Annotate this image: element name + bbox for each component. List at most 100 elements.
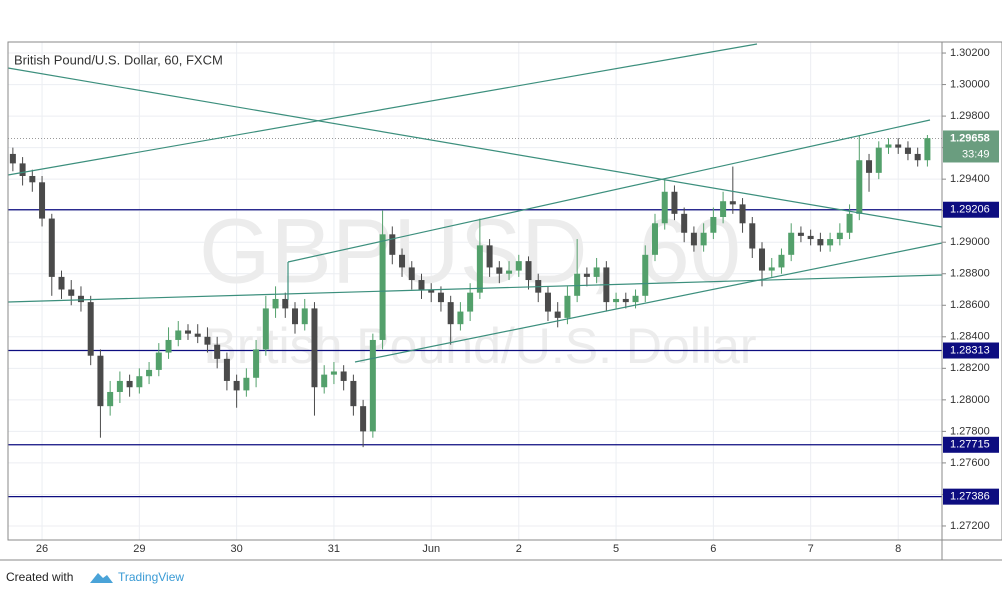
grid	[8, 42, 942, 540]
candle-body	[428, 289, 435, 293]
candle-body	[214, 344, 221, 359]
trend-line	[354, 242, 943, 363]
candle-body	[194, 333, 201, 337]
x-tick-label: 31	[328, 543, 340, 555]
candles	[9, 135, 931, 448]
candle-body	[223, 358, 230, 381]
candle-body	[126, 380, 133, 388]
candle-body	[700, 232, 707, 246]
candle-body	[253, 349, 260, 378]
candle-body	[788, 232, 795, 255]
top-bar	[0, 0, 1002, 42]
brand-logo	[90, 573, 113, 583]
candle-body	[914, 153, 921, 161]
countdown: 33:49	[962, 148, 990, 160]
candle-body	[399, 254, 406, 268]
trend-line	[7, 67, 943, 228]
y-tick-label: 1.29400	[950, 173, 990, 185]
y-tick-label: 1.28200	[950, 362, 990, 374]
axes: 1.272001.274001.276001.278001.280001.282…	[36, 47, 999, 555]
candle-body	[408, 267, 415, 281]
level-label: 1.27715	[950, 439, 990, 451]
candle-body	[710, 216, 717, 233]
candle-body	[330, 371, 337, 375]
candle-body	[19, 163, 26, 176]
candle-body	[651, 223, 658, 255]
level-label: 1.27386	[950, 491, 990, 503]
y-tick-label: 1.30000	[950, 78, 990, 90]
candle-body	[515, 261, 522, 271]
y-tick-label: 1.27200	[950, 520, 990, 532]
candle-body	[87, 302, 94, 356]
level-tag	[943, 201, 999, 218]
candle-body	[895, 144, 902, 148]
candle-body	[184, 330, 191, 334]
watermark-description: British Pound/U.S. Dollar	[203, 318, 756, 374]
candle-body	[155, 352, 162, 370]
candle-body	[564, 295, 571, 318]
x-tick-label: 30	[231, 543, 243, 555]
footer-brand[interactable]: TradingView	[118, 570, 184, 584]
candle-body	[437, 292, 444, 303]
candle-body	[204, 336, 211, 345]
candle-body	[817, 239, 824, 246]
candle-body	[301, 308, 308, 325]
candle-body	[749, 223, 756, 249]
candle-body	[506, 270, 513, 274]
current-price-label: 1.29658	[950, 132, 990, 144]
level-tag	[943, 488, 999, 505]
x-tick-label: 26	[36, 543, 48, 555]
candle-body	[321, 374, 328, 388]
candle-body	[282, 298, 289, 309]
y-tick-label: 1.29000	[950, 236, 990, 248]
candle-body	[418, 280, 425, 290]
candle-body	[632, 295, 639, 303]
candle-body	[554, 311, 561, 318]
candle-body	[827, 239, 834, 246]
candle-body	[729, 201, 736, 205]
candle-body	[661, 191, 668, 224]
y-tick-label: 1.28600	[950, 299, 990, 311]
footer-text: Created with	[6, 570, 73, 584]
candle-body	[671, 191, 678, 214]
candle-body	[77, 295, 84, 303]
candle-body	[48, 218, 55, 277]
y-tick-label: 1.27600	[950, 457, 990, 469]
current-price-tag	[943, 130, 999, 163]
candle-body	[476, 245, 483, 293]
candle-body	[768, 267, 775, 271]
candle-body	[593, 267, 600, 277]
candle-body	[574, 273, 581, 296]
candle-body	[525, 261, 532, 281]
candle-body	[836, 232, 843, 240]
candle-body	[885, 144, 892, 148]
candle-body	[29, 175, 36, 183]
candle-body	[904, 147, 911, 154]
y-tick-label: 1.28800	[950, 268, 990, 280]
candle-body	[739, 204, 746, 224]
candle-body	[107, 391, 114, 407]
candle-body	[39, 182, 46, 219]
candle-body	[467, 292, 474, 312]
candle-body	[340, 371, 347, 381]
trend-line	[7, 43, 758, 176]
candle-body	[389, 234, 396, 255]
candle-body	[496, 267, 503, 274]
candle-body	[856, 160, 863, 214]
candle-body	[97, 355, 104, 407]
candle-body	[136, 376, 143, 388]
candle-body	[622, 298, 629, 303]
levels	[8, 137, 942, 498]
candle-body	[272, 298, 279, 309]
candle-body	[350, 380, 357, 407]
chart-title: British Pound/U.S. Dollar, 60, FXCM	[14, 52, 223, 67]
candle-body	[759, 248, 766, 271]
level-tag	[943, 436, 999, 453]
candle-body	[243, 377, 250, 391]
candle-body	[369, 339, 376, 432]
level-tag	[943, 342, 999, 359]
candle-body	[311, 308, 318, 388]
x-tick-label: 2	[516, 543, 522, 555]
candle-body	[233, 380, 240, 391]
x-tick-label: Jun	[422, 543, 440, 555]
